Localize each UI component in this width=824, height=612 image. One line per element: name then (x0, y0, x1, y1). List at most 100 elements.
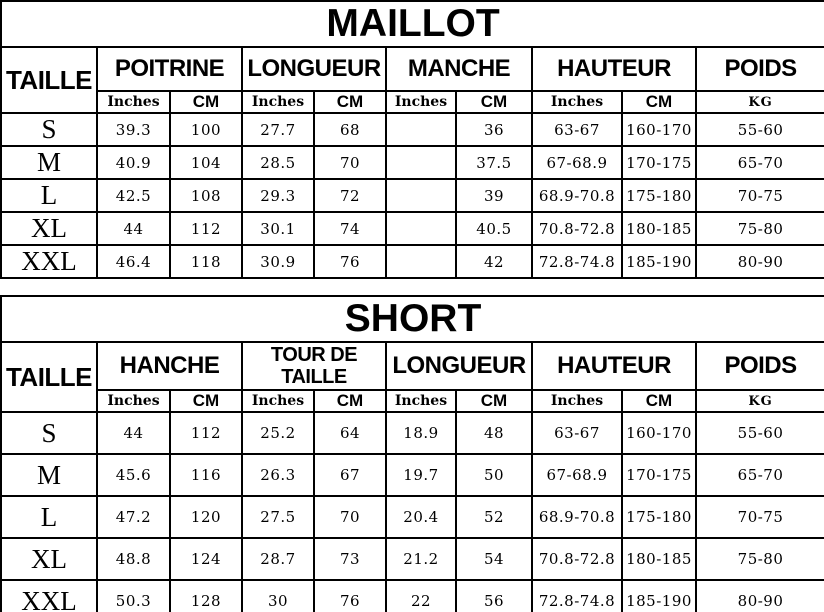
size-cell: XL (0, 537, 98, 581)
data-cell: 72 (313, 178, 387, 213)
data-cell: 70 (313, 495, 387, 539)
data-cell: 20.4 (385, 495, 457, 539)
maillot-row-xl: XL 44 112 30.1 74 40.5 70.8-72.8 180-185… (0, 211, 824, 246)
data-cell: 39 (455, 178, 533, 213)
data-cell: 68 (313, 112, 387, 147)
maillot-subheader-longueur-inches: Inches (241, 90, 315, 114)
data-cell: 67-68.9 (531, 145, 623, 180)
maillot-column-group-hauteur: HAUTEUR (531, 46, 697, 92)
data-cell (385, 244, 457, 279)
data-cell: 70-75 (694, 495, 824, 539)
maillot-subheader-manche-inches: Inches (385, 90, 457, 114)
data-cell (385, 145, 457, 180)
data-cell: 124 (169, 537, 243, 581)
data-cell: 50 (455, 453, 533, 497)
maillot-subheader-poitrine-cm: CM (169, 90, 243, 114)
size-cell: XL (0, 211, 98, 246)
short-size-column-header: TAILLE (0, 341, 98, 413)
data-cell: 67 (313, 453, 387, 497)
short-row-xl: XL 48.8 124 28.7 73 21.2 54 70.8-72.8 18… (0, 537, 824, 581)
data-cell: 65-70 (694, 145, 824, 180)
maillot-subheader-hauteur-inches: Inches (531, 90, 623, 114)
data-cell: 180-185 (621, 211, 697, 246)
maillot-subheader-poitrine-inches: Inches (96, 90, 171, 114)
data-cell: 74 (313, 211, 387, 246)
data-cell: 28.7 (241, 537, 315, 581)
short-subheader-longueur-cm: CM (455, 389, 533, 413)
data-cell: 56 (455, 579, 533, 612)
maillot-column-group-poids: POIDS (694, 46, 824, 92)
data-cell: 75-80 (694, 537, 824, 581)
data-cell: 30 (241, 579, 315, 612)
data-cell: 170-175 (621, 453, 697, 497)
data-cell: 21.2 (385, 537, 457, 581)
short-subheader-tour-inches: Inches (241, 389, 315, 413)
data-cell: 26.3 (241, 453, 315, 497)
data-cell: 29.3 (241, 178, 315, 213)
data-cell: 67-68.9 (531, 453, 623, 497)
data-cell: 63-67 (531, 411, 623, 455)
data-cell: 47.2 (96, 495, 171, 539)
data-cell: 55-60 (694, 411, 824, 455)
data-cell: 39.3 (96, 112, 171, 147)
data-cell: 116 (169, 453, 243, 497)
short-subheader-hauteur-cm: CM (621, 389, 697, 413)
data-cell: 55-60 (694, 112, 824, 147)
maillot-row-s: S 39.3 100 27.7 68 36 63-67 160-170 55-6… (0, 112, 824, 147)
short-column-group-hauteur: HAUTEUR (531, 341, 697, 391)
data-cell: 64 (313, 411, 387, 455)
data-cell: 40.9 (96, 145, 171, 180)
data-cell: 48.8 (96, 537, 171, 581)
data-cell: 40.5 (455, 211, 533, 246)
data-cell: 70-75 (694, 178, 824, 213)
maillot-column-group-poitrine: POITRINE (96, 46, 243, 92)
data-cell: 112 (169, 411, 243, 455)
data-cell: 76 (313, 244, 387, 279)
short-subheader-hanche-cm: CM (169, 389, 243, 413)
maillot-size-column-header: TAILLE (0, 46, 98, 114)
data-cell: 112 (169, 211, 243, 246)
size-cell: L (0, 178, 98, 213)
data-cell: 104 (169, 145, 243, 180)
data-cell: 63-67 (531, 112, 623, 147)
data-cell: 25.2 (241, 411, 315, 455)
data-cell: 180-185 (621, 537, 697, 581)
size-cell: M (0, 453, 98, 497)
data-cell: 68.9-70.8 (531, 495, 623, 539)
data-cell: 37.5 (455, 145, 533, 180)
maillot-row-m: M 40.9 104 28.5 70 37.5 67-68.9 170-175 … (0, 145, 824, 180)
maillot-row-xxl: XXL 46.4 118 30.9 76 42 72.8-74.8 185-19… (0, 244, 824, 279)
data-cell: 22 (385, 579, 457, 612)
maillot-subheader-hauteur-cm: CM (621, 90, 697, 114)
short-row-m: M 45.6 116 26.3 67 19.7 50 67-68.9 170-1… (0, 453, 824, 497)
data-cell: 70.8-72.8 (531, 211, 623, 246)
data-cell: 45.6 (96, 453, 171, 497)
data-cell: 65-70 (694, 453, 824, 497)
data-cell: 72.8-74.8 (531, 244, 623, 279)
data-cell: 185-190 (621, 244, 697, 279)
data-cell: 100 (169, 112, 243, 147)
short-subheader-tour-cm: CM (313, 389, 387, 413)
maillot-size-table: MAILLOT TAILLE POITRINE LONGUEUR MANCHE … (0, 0, 824, 279)
data-cell: 42.5 (96, 178, 171, 213)
size-cell: S (0, 112, 98, 147)
maillot-column-group-longueur: LONGUEUR (241, 46, 387, 92)
data-cell: 18.9 (385, 411, 457, 455)
data-cell: 50.3 (96, 579, 171, 612)
size-cell: XXL (0, 579, 98, 612)
data-cell: 27.5 (241, 495, 315, 539)
data-cell: 175-180 (621, 178, 697, 213)
data-cell: 28.5 (241, 145, 315, 180)
data-cell: 52 (455, 495, 533, 539)
short-row-xxl: XXL 50.3 128 30 76 22 56 72.8-74.8 185-1… (0, 579, 824, 612)
data-cell: 46.4 (96, 244, 171, 279)
size-cell: M (0, 145, 98, 180)
size-cell: S (0, 411, 98, 455)
data-cell: 36 (455, 112, 533, 147)
maillot-subheader-longueur-cm: CM (313, 90, 387, 114)
short-subheader-longueur-inches: Inches (385, 389, 457, 413)
maillot-table-title: MAILLOT (0, 0, 824, 48)
data-cell: 120 (169, 495, 243, 539)
short-subheader-poids-kg: KG (694, 389, 824, 413)
